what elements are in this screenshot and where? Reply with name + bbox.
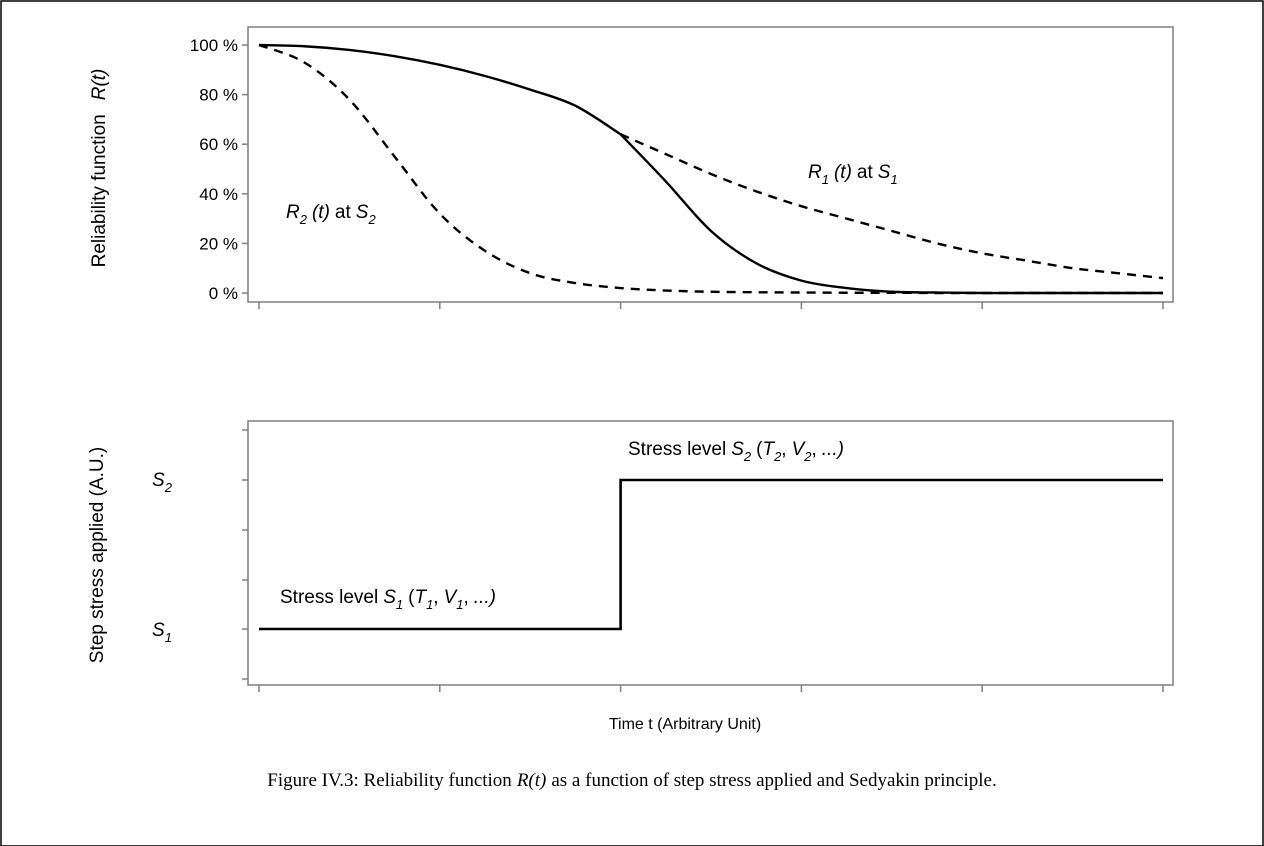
- stress-chart: S2 S1 Step stress applied (A.U.) Time t …: [87, 420, 1174, 733]
- reliability-y-tick-label: 40 %: [199, 185, 238, 204]
- reliability-plot-frame: [247, 26, 1174, 303]
- reliability-series: [258, 43, 1164, 295]
- reliability-y-label: Reliability functionR(t): [89, 69, 110, 268]
- r2-dashed-curve: [258, 43, 1163, 295]
- step-reliability-curve: [258, 43, 1163, 295]
- stress-s1-annotation: Stress level S1 (T1, V1,...): [280, 587, 496, 612]
- stress-series: [259, 478, 1163, 631]
- stress-ytick-s2: S2: [152, 470, 173, 495]
- r2-annotation: R2 (t) at S2: [286, 202, 376, 227]
- figure-caption: Figure IV.3: Reliability function R(t) as …: [267, 770, 996, 791]
- reliability-y-tick-label: 0 %: [209, 284, 238, 303]
- reliability-y-tick-label: 80 %: [199, 86, 238, 105]
- stress-y-label: Step stress applied (A.U.): [87, 447, 108, 663]
- reliability-y-tick-label: 100 %: [190, 36, 238, 55]
- stress-y-ticks: [242, 429, 248, 680]
- stress-s2-annotation: Stress level S2 (T2, V2,...): [628, 439, 844, 464]
- r1-annotation: R1 (t) at S1: [808, 162, 898, 187]
- stress-x-ticks: [258, 685, 1164, 692]
- stress-x-label: Time t (Arbitrary Unit): [609, 716, 761, 733]
- stress-step-line: [259, 478, 1163, 631]
- reliability-chart: 100 % 80 % 60 % 40 % 20 % 0 % Reliability fun…: [89, 26, 1174, 309]
- reliability-y-tick-label: 20 %: [199, 234, 238, 253]
- r1-dashed-curve: [620, 133, 1164, 280]
- reliability-x-ticks: [258, 302, 1164, 309]
- stress-ytick-s1: S1: [152, 620, 172, 645]
- reliability-y-ticks: 100 % 80 % 60 % 40 % 20 % 0 %: [190, 36, 248, 303]
- stress-plot-frame: [247, 420, 1174, 686]
- reliability-y-tick-label: 60 %: [199, 135, 238, 154]
